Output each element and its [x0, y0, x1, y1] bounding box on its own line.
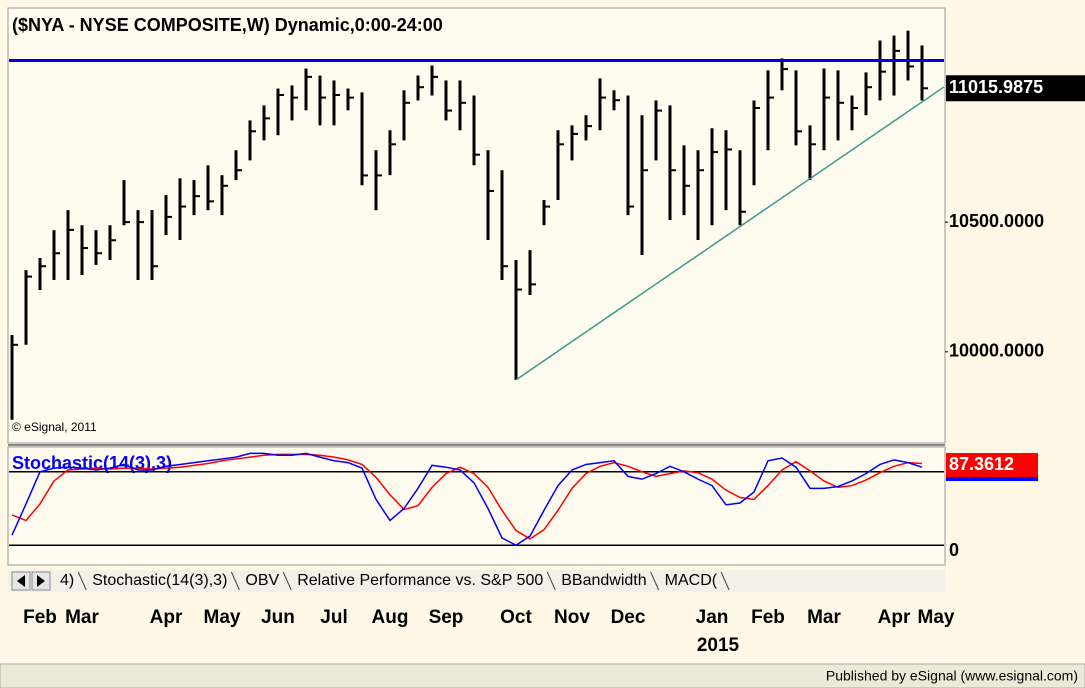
stochastic-line — [11, 453, 923, 540]
last-value-label: 87.3612 — [949, 454, 1014, 474]
tab-separator — [230, 571, 240, 591]
x-tick-label: May — [918, 607, 955, 628]
last-price-box — [946, 75, 1085, 102]
x-tick-label: May — [204, 607, 241, 628]
x-tick-label: Apr — [150, 607, 183, 628]
x-tick-label: Jan — [696, 607, 729, 628]
x-tick-label: Jul — [320, 607, 347, 628]
tab-label[interactable]: Stochastic(14(3),3) — [92, 572, 227, 589]
x-tick-label: Sep — [429, 607, 464, 628]
price-panel — [7, 7, 946, 444]
x-tick-label: Oct — [500, 607, 532, 628]
y-tick-label: 0 — [949, 540, 959, 560]
y-tick-label: 10000.0000 — [949, 341, 1044, 361]
tab-label[interactable]: 4) — [60, 572, 74, 589]
x-tick-label: Feb — [751, 607, 785, 628]
copyright: © eSignal, 2011 — [12, 420, 97, 434]
x-tick-label: Mar — [65, 607, 99, 628]
last-value-box — [946, 453, 1038, 478]
tab-separator — [650, 571, 660, 591]
arrow-right — [37, 575, 45, 587]
x-tick-label: Aug — [372, 607, 409, 628]
year-label: 2015 — [697, 635, 740, 656]
stochastic-line — [11, 452, 923, 547]
tab-label[interactable]: OBV — [245, 572, 279, 589]
x-tick-label: Mar — [807, 607, 841, 628]
y-tick-label: 10500.0000 — [949, 211, 1044, 231]
tab-label[interactable]: MACD( — [665, 572, 718, 589]
tab-separator — [282, 571, 292, 591]
x-tick-label: Dec — [611, 607, 646, 628]
tab-separator — [546, 571, 556, 591]
tab-separator — [720, 571, 730, 591]
tab-label[interactable]: BBandwidth — [561, 572, 646, 589]
x-tick-label: Apr — [878, 607, 911, 628]
tab-label[interactable]: Relative Performance vs. S&P 500 — [297, 572, 543, 589]
last-price-label: 11015.9875 — [949, 77, 1043, 97]
footer: Published by eSignal (www.esignal.com) — [826, 668, 1078, 684]
arrow-left — [17, 575, 25, 587]
trend-line — [515, 86, 945, 381]
x-tick-label: Nov — [554, 607, 590, 628]
last-value-strip — [946, 477, 1038, 482]
tab-bar-bg — [8, 570, 945, 592]
x-tick-label: Feb — [23, 607, 57, 628]
x-tick-label: Jun — [261, 607, 295, 628]
chart-title: ($NYA - NYSE COMPOSITE,W) Dynamic,0:00-2… — [12, 15, 443, 35]
tab-bar: 4) Stochastic(14(3),3) OBV Relative Perform… — [8, 570, 945, 592]
tab-separator — [77, 571, 87, 591]
footer-bar — [0, 663, 1085, 688]
